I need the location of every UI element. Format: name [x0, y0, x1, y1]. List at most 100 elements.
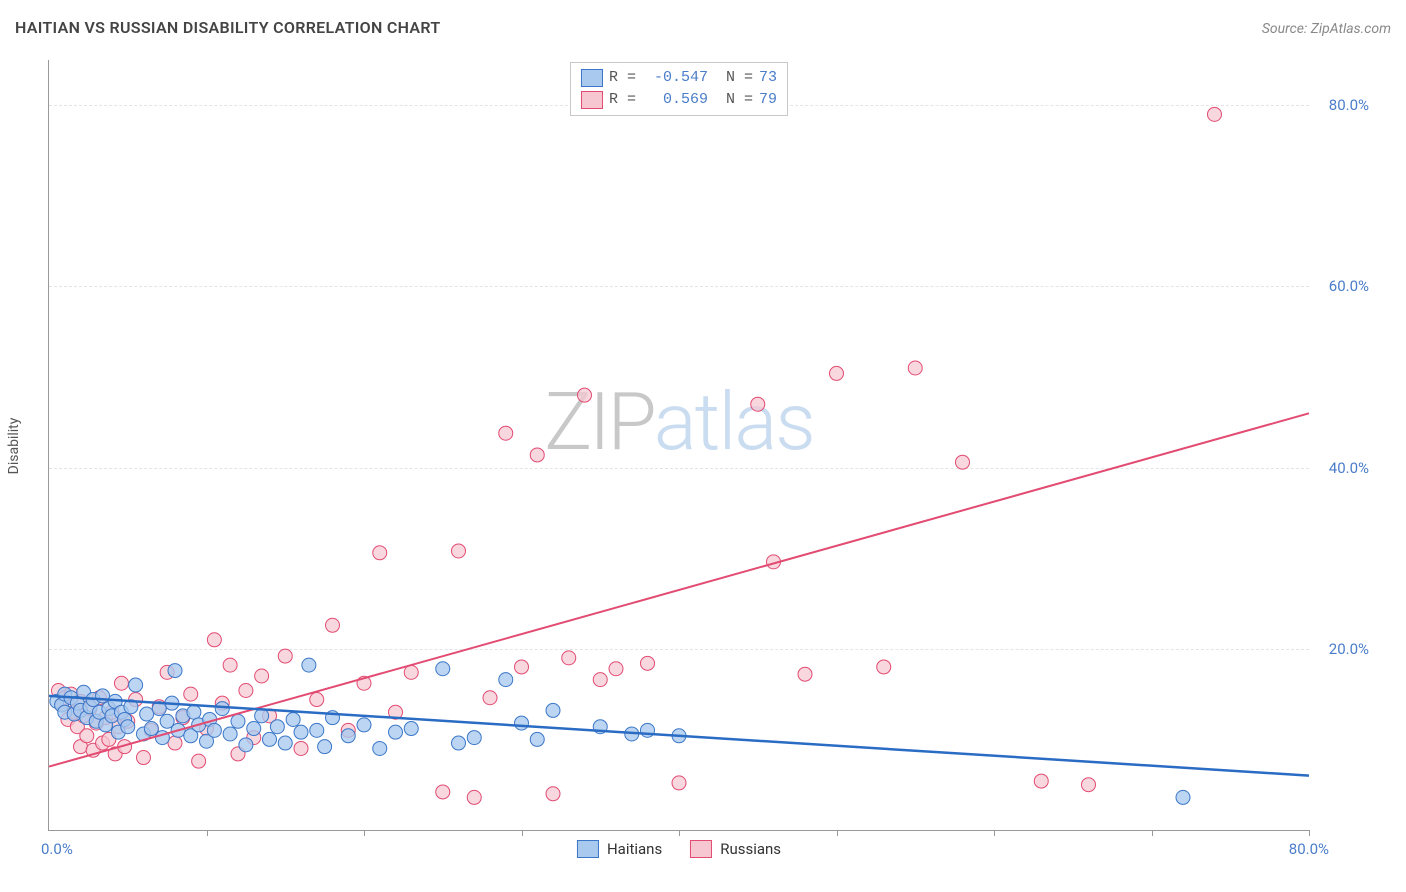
r-value-haitians: -0.547 — [642, 67, 708, 89]
haitians-point — [168, 664, 182, 678]
haitians-point — [341, 729, 355, 743]
russians-point — [255, 669, 269, 683]
russians-point — [223, 658, 237, 672]
chart-title: HAITIAN VS RUSSIAN DISABILITY CORRELATIO… — [15, 18, 440, 37]
n-label-h: N = — [726, 67, 753, 89]
y-tick-label: 40.0% — [1329, 459, 1369, 477]
y-tick-label: 60.0% — [1329, 277, 1369, 295]
haitians-point — [310, 723, 324, 737]
haitians-point — [215, 702, 229, 716]
russians-point — [672, 776, 686, 790]
russians-point — [168, 736, 182, 750]
russians-point — [641, 656, 655, 670]
n-value-haitians: 73 — [759, 67, 777, 89]
legend-item-russians: Russians — [690, 840, 781, 858]
russians-point — [294, 741, 308, 755]
russians-point — [467, 790, 481, 804]
russians-point — [578, 388, 592, 402]
haitians-point — [373, 741, 387, 755]
haitians-point — [294, 725, 308, 739]
russians-point — [184, 687, 198, 701]
legend-label-haitians: Haitians — [607, 840, 662, 858]
russians-point — [137, 751, 151, 765]
legend-label-russians: Russians — [720, 840, 781, 858]
russians-point — [562, 651, 576, 665]
source-prefix: Source: — [1262, 21, 1311, 37]
russians-point — [530, 448, 544, 462]
haitians-point — [187, 705, 201, 719]
haitians-point — [389, 725, 403, 739]
haitians-point — [499, 673, 513, 687]
stats-row-russians: R = 0.569 N = 79 — [581, 89, 777, 111]
russians-point — [483, 691, 497, 705]
haitians-point — [1176, 790, 1190, 804]
r-label-r: R = — [609, 89, 636, 111]
haitians-point — [207, 723, 221, 737]
x-tick — [679, 830, 680, 836]
russians-point — [207, 633, 221, 647]
x-tick — [522, 830, 523, 836]
russians-point — [908, 361, 922, 375]
haitians-point — [546, 703, 560, 717]
x-tick — [1309, 830, 1310, 836]
source-name: ZipAtlas.com — [1311, 21, 1391, 37]
legend-swatch-russians — [690, 840, 712, 858]
haitians-point — [231, 714, 245, 728]
haitians-point — [436, 662, 450, 676]
n-value-russians: 79 — [759, 89, 777, 111]
y-tick-label: 20.0% — [1329, 640, 1369, 658]
russians-point — [326, 618, 340, 632]
n-label-r: N = — [726, 89, 753, 111]
russians-point — [80, 729, 94, 743]
haitians-point — [223, 727, 237, 741]
haitians-point — [515, 716, 529, 730]
haitians-point — [121, 720, 135, 734]
x-tick — [1152, 830, 1153, 836]
russians-point — [278, 649, 292, 663]
haitians-point — [140, 707, 154, 721]
haitians-point — [357, 718, 371, 732]
stats-row-haitians: R = -0.547 N = 73 — [581, 67, 777, 89]
russians-point — [1034, 774, 1048, 788]
haitians-trendline — [49, 696, 1309, 776]
legend-item-haitians: Haitians — [577, 840, 662, 858]
haitians-point — [404, 722, 418, 736]
russians-point — [404, 665, 418, 679]
haitians-point — [278, 736, 292, 750]
haitians-point — [270, 720, 284, 734]
haitians-point — [239, 738, 253, 752]
russians-point — [751, 397, 765, 411]
x-min-label: 0.0% — [41, 840, 73, 858]
haitians-point — [286, 712, 300, 726]
haitians-point — [255, 709, 269, 723]
x-tick — [207, 830, 208, 836]
russians-point — [593, 673, 607, 687]
russians-point — [877, 660, 891, 674]
russians-point — [436, 785, 450, 799]
russians-point — [546, 787, 560, 801]
russians-point — [114, 676, 128, 690]
russians-point — [1082, 778, 1096, 792]
series-legend: Haitians Russians — [577, 840, 781, 858]
y-tick-label: 80.0% — [1329, 96, 1369, 114]
x-tick — [837, 830, 838, 836]
haitians-point — [247, 722, 261, 736]
haitians-point — [467, 731, 481, 745]
russians-point — [956, 455, 970, 469]
russians-point — [192, 754, 206, 768]
haitians-point — [302, 658, 316, 672]
russians-point — [830, 366, 844, 380]
x-tick — [994, 830, 995, 836]
r-value-russians: 0.569 — [642, 89, 708, 111]
russians-point — [373, 546, 387, 560]
russians-point — [310, 693, 324, 707]
russians-trendline — [49, 413, 1309, 766]
swatch-russians — [581, 91, 603, 109]
swatch-haitians — [581, 69, 603, 87]
haitians-point — [263, 732, 277, 746]
plot-area: ZIPatlas 20.0%40.0%60.0%80.0% R = -0.547… — [48, 60, 1309, 831]
russians-point — [798, 667, 812, 681]
scatter-svg — [49, 60, 1309, 830]
x-max-label: 80.0% — [1289, 840, 1329, 858]
y-axis-label: Disability — [6, 418, 22, 475]
